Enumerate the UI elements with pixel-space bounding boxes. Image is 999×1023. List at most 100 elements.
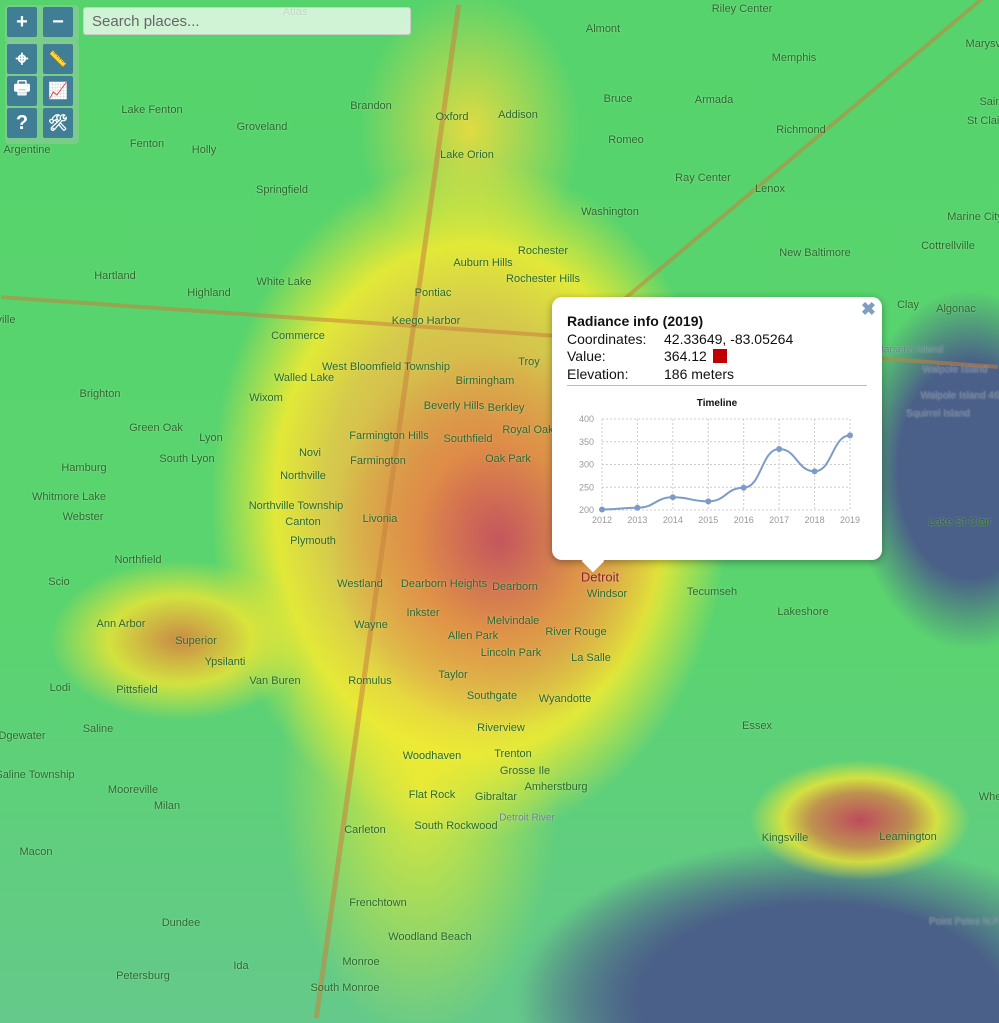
tool-control: ⌖ 📏 🖶 📈 ? 🛠: [5, 42, 79, 144]
place-label: Farmington: [350, 455, 406, 467]
data-point[interactable]: [776, 446, 783, 453]
place-label: Memphis: [771, 52, 817, 64]
place-label: South Monroe: [310, 982, 380, 994]
place-label: Riley Center: [711, 3, 773, 15]
place-label: South Rockwood: [414, 820, 498, 832]
place-label: Ann Arbor: [96, 618, 146, 630]
place-label: Dgewater: [0, 730, 46, 742]
place-label: Superior: [175, 635, 217, 647]
place-label: Amherstburg: [524, 781, 588, 793]
place-label: Auburn Hills: [453, 257, 513, 269]
radiance-popup: ✖ Radiance info (2019) Coordinates: 42.33…: [552, 297, 882, 573]
place-label: Lake Orion: [440, 149, 494, 161]
place-label: Green Oak: [129, 422, 183, 434]
place-label: Almont: [585, 23, 621, 35]
place-label: Pontiac: [414, 287, 452, 299]
x-tick-label: 2013: [627, 515, 647, 525]
data-point[interactable]: [847, 432, 853, 439]
place-label: Beverly Hills: [423, 400, 485, 412]
place-label: Marine City: [947, 211, 999, 223]
place-label: Addison: [498, 109, 538, 121]
chart-title: Timeline: [697, 398, 738, 409]
y-tick-label: 300: [579, 460, 594, 470]
ruler-icon[interactable]: 📏: [43, 44, 73, 74]
place-label: Point Pelee N.P.: [928, 916, 999, 928]
place-label: Livonia: [362, 513, 398, 525]
help-icon[interactable]: ?: [7, 108, 37, 138]
data-point[interactable]: [599, 506, 605, 513]
tools-icon[interactable]: 🛠: [43, 108, 73, 138]
place-label: Birmingham: [455, 375, 515, 387]
y-tick-label: 400: [579, 414, 594, 424]
place-label: Argentine: [3, 144, 51, 156]
place-label: Westland: [337, 578, 383, 590]
place-label: Cottrellville: [921, 240, 975, 252]
close-icon[interactable]: ✖: [860, 299, 876, 319]
y-tick-label: 250: [579, 482, 594, 492]
place-label: Saline: [82, 723, 114, 735]
place-label: Webster: [62, 511, 104, 523]
place-label: River Rouge: [545, 626, 607, 638]
place-label: Ray Center: [675, 172, 731, 184]
place-label: Richmond: [776, 124, 826, 136]
place-label: Leamington: [879, 831, 937, 843]
popup-title: Radiance info (2019): [567, 313, 704, 329]
place-label: Northville: [280, 470, 326, 482]
place-label: Lodi: [49, 682, 71, 694]
x-tick-label: 2019: [840, 515, 860, 525]
zoom-out-button[interactable]: −: [43, 7, 73, 37]
timeline-chart: Timeline 200 250 300 350 400 2012 2013 2014 2015…: [579, 398, 860, 525]
data-point[interactable]: [740, 484, 747, 491]
data-point[interactable]: [705, 498, 712, 505]
place-label: West Bloomfield Township: [322, 361, 450, 373]
coordinates-label: Coordinates:: [567, 331, 647, 347]
search-input[interactable]: [83, 7, 411, 35]
place-label: Windsor: [586, 588, 628, 600]
x-tick-label: 2018: [805, 515, 825, 525]
place-label: Brandon: [350, 100, 392, 112]
place-label: Northfield: [114, 554, 162, 566]
data-point[interactable]: [634, 504, 641, 511]
place-label: Melvindale: [486, 615, 540, 627]
place-label: Ypsilanti: [204, 656, 246, 668]
zoom-in-button[interactable]: +: [7, 7, 37, 37]
y-tick-label: 350: [579, 437, 594, 447]
data-point[interactable]: [669, 494, 676, 501]
data-point[interactable]: [811, 468, 818, 475]
chart-icon[interactable]: 📈: [43, 76, 73, 106]
place-label: Lincoln Park: [480, 647, 542, 659]
zoom-control: + −: [5, 5, 79, 43]
x-tick-label: 2014: [663, 515, 683, 525]
place-label: Oak Park: [485, 453, 531, 465]
place-label: Clay: [896, 299, 920, 311]
place-label: Plymouth: [290, 535, 336, 547]
print-icon[interactable]: 🖶: [7, 76, 37, 106]
place-label: Rochester Hills: [506, 273, 580, 285]
place-label: ville: [0, 314, 16, 326]
place-label: Berkley: [487, 402, 525, 414]
place-label: Dearborn Heights: [400, 578, 488, 590]
place-label: Walpole Island 46: [920, 390, 999, 402]
place-label: Essex: [742, 720, 772, 732]
place-label: Mooreville: [107, 784, 159, 796]
place-label: Ida: [233, 960, 249, 972]
place-label: Novi: [298, 447, 322, 459]
locate-icon[interactable]: ⌖: [7, 44, 37, 74]
x-tick-label: 2015: [698, 515, 718, 525]
place-label: Saline Township: [0, 769, 75, 781]
radiance-value: 364.12: [664, 348, 707, 364]
place-label: Royal Oak: [502, 424, 554, 436]
place-label: Springfield: [256, 184, 308, 196]
place-label: Lakeshore: [777, 606, 829, 618]
place-label: Whitmore Lake: [32, 491, 106, 503]
place-label: Fenton: [129, 138, 165, 150]
place-label: Saint: [979, 96, 999, 108]
place-label: Woodland Beach: [388, 931, 472, 943]
place-label: Oxford: [435, 111, 469, 123]
place-label: Lake Fenton: [121, 104, 183, 116]
place-label: La Salle: [571, 652, 611, 664]
place-label: Gibraltar: [474, 791, 518, 803]
elevation-value: 186 meters: [664, 366, 735, 382]
place-label: Dearborn: [492, 581, 538, 593]
place-label: Kingsville: [761, 832, 809, 844]
